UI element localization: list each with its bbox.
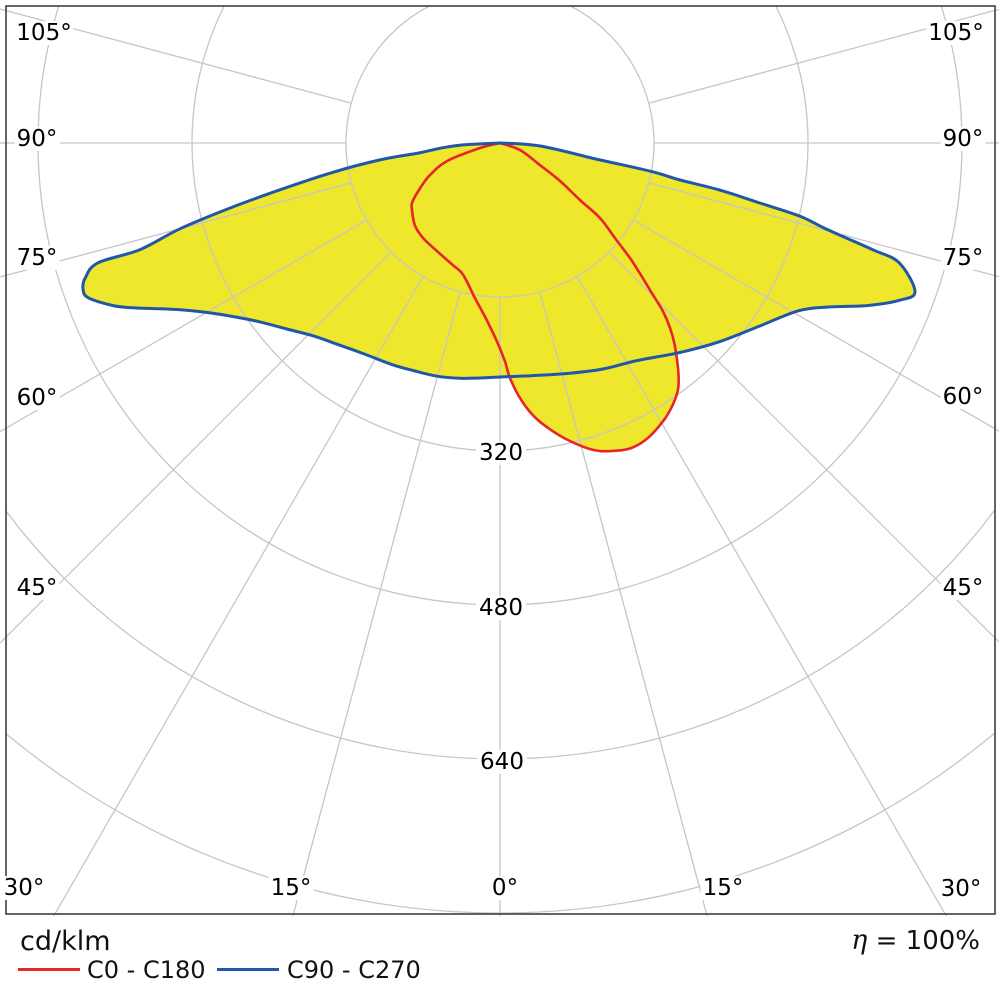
axis-tick--45 <box>0 636 7 644</box>
legend-line-c90-c270 <box>217 968 279 971</box>
legend-label-c0-c180: C0 - C180 <box>87 956 206 984</box>
axis-tick-30 <box>944 913 948 916</box>
grid-ray-15 <box>539 291 708 914</box>
axis-tick-15 <box>705 913 708 916</box>
gamma-label-right-5: 30° <box>938 875 984 902</box>
eta-symbol: η <box>851 925 868 956</box>
gamma-label-left-5: 30° <box>1 874 47 901</box>
gamma-label-left-2: 75° <box>14 244 60 271</box>
curve-stroke-layer <box>81 141 917 453</box>
curve-c90-c270 <box>81 141 917 380</box>
grid-ray-60 <box>633 219 995 430</box>
gamma-label-right-2: 75° <box>940 244 986 271</box>
grid-ray--60 <box>6 219 367 429</box>
axis-tick--105 <box>0 8 7 12</box>
gamma-label-bottom-0: 15° <box>268 874 314 901</box>
axis-tick--15 <box>292 913 295 916</box>
gamma-label-right-1: 90° <box>940 125 986 152</box>
plot-border <box>5 5 996 915</box>
axis-tick--30 <box>52 913 56 916</box>
gamma-label-right-4: 45° <box>940 574 986 601</box>
ring-label-640: 640 <box>477 750 527 774</box>
grid-ray-75 <box>648 182 995 277</box>
axis-tick-layer <box>0 8 999 916</box>
axis-tick--75 <box>0 274 7 278</box>
unit-label: cd/klm <box>20 926 111 957</box>
gamma-label-left-0: 105° <box>14 19 74 46</box>
grid-ray-45 <box>608 251 995 639</box>
grid-ray--30 <box>54 276 424 914</box>
gamma-label-right-3: 60° <box>940 383 986 410</box>
grid-ray-30 <box>576 276 946 914</box>
eta-value: = 100% <box>875 926 980 956</box>
grid-ray--45 <box>6 251 392 638</box>
gamma-label-left-3: 60° <box>14 384 60 411</box>
axis-tick--60 <box>0 427 7 433</box>
ring-label-320: 320 <box>476 441 526 465</box>
axis-tick-45 <box>994 637 999 643</box>
axis-tick-105 <box>994 8 999 11</box>
gamma-label-left-4: 45° <box>14 574 60 601</box>
grid-ray--15 <box>292 291 461 914</box>
gamma-label-bottom-2: 15° <box>700 874 746 901</box>
gamma-label-bottom-1: 0° <box>489 874 521 901</box>
legend-label-c90-c270: C90 - C270 <box>287 956 421 984</box>
beam-fill-1 <box>82 143 916 379</box>
axis-tick-75 <box>994 275 999 278</box>
legend-line-c0-c180 <box>18 968 80 971</box>
ring-label-480: 480 <box>476 596 526 620</box>
curve-c0-c180 <box>410 141 681 453</box>
efficiency-label: η = 100% <box>851 925 980 956</box>
beam-fill-layer <box>82 143 916 452</box>
gamma-label-left-1: 90° <box>14 125 60 152</box>
gamma-label-right-0: 105° <box>926 19 986 46</box>
legend: cd/klm C0 - C180 C90 - C270 η = 100% <box>0 916 999 996</box>
